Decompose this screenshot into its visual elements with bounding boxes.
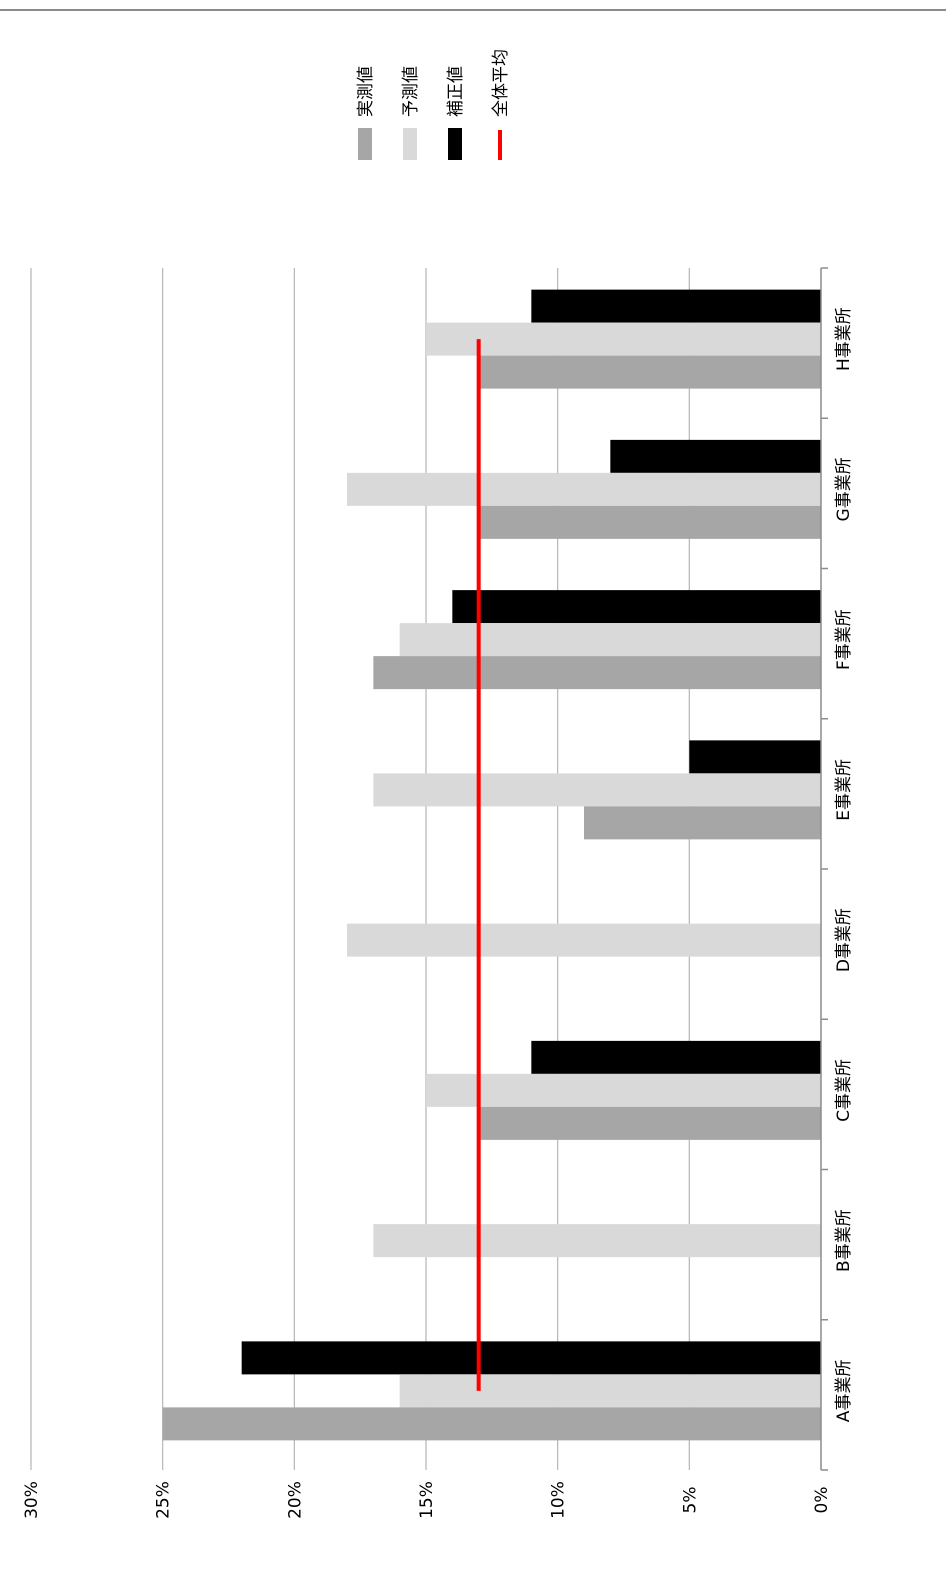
category-label-text: H事業所	[834, 307, 854, 371]
category-label-text: A事業所	[834, 1360, 854, 1423]
category-label-text: E事業所	[834, 759, 854, 821]
category-label-text: C事業所	[834, 1059, 854, 1122]
value-tick-label: 10%	[549, 1481, 569, 1519]
bar-補正値-G	[610, 439, 821, 473]
bar-予測値-C	[426, 1073, 821, 1107]
legend-swatch	[358, 128, 372, 160]
bar-補正値-C	[531, 1040, 821, 1074]
bar-予測値-F	[399, 623, 821, 657]
value-tick-text: 25%	[154, 1481, 174, 1519]
value-tick-label: 5%	[680, 1487, 700, 1514]
legend-label: 予測値	[401, 66, 421, 117]
bar-予測値-D	[347, 923, 821, 957]
value-tick-text: 30%	[22, 1481, 42, 1519]
bar-実測値-H	[478, 355, 821, 389]
value-tick-label: 15%	[417, 1481, 437, 1519]
category-label: B事業所	[834, 1209, 854, 1272]
bar-補正値-F	[452, 590, 821, 624]
bar-予測値-E	[373, 773, 821, 807]
value-tick-text: 10%	[549, 1481, 569, 1519]
legend-label-text: 予測値	[401, 66, 421, 117]
legend: 実測値 予測値 補正値 全体平均	[356, 49, 511, 160]
value-axis-labels: 0% 5% 10% 15% 20% 25% 30%	[22, 1481, 832, 1519]
category-label-text: F事業所	[834, 609, 854, 670]
legend-label: 実測値	[356, 66, 376, 117]
category-label-text: G事業所	[834, 457, 854, 521]
category-label: C事業所	[834, 1059, 854, 1122]
value-tick-label: 25%	[154, 1481, 174, 1519]
bar-予測値-A	[399, 1374, 821, 1408]
bar-予測値-H	[426, 322, 821, 356]
value-tick-text: 20%	[285, 1481, 305, 1519]
bar-補正値-H	[531, 289, 821, 323]
bar-予測値-B	[373, 1224, 821, 1258]
gridlines	[30, 268, 690, 1470]
bar-実測値-C	[478, 1106, 821, 1140]
category-axis: A事業所 B事業所 C事業所 D事業所 E事業所 F事業所 G事業所 H事業所	[820, 267, 854, 1471]
value-tick-text: 15%	[417, 1481, 437, 1519]
legend-label-text: 実測値	[356, 66, 376, 117]
category-label-text: D事業所	[834, 908, 854, 972]
value-tick-label: 0%	[812, 1487, 832, 1514]
value-tick-text: 0%	[812, 1487, 832, 1514]
value-tick-label: 30%	[22, 1481, 42, 1519]
category-label: E事業所	[834, 759, 854, 821]
bar-series	[162, 289, 821, 1441]
bar-実測値-G	[478, 505, 821, 539]
bar-実測値-E	[584, 806, 821, 840]
legend-label: 補正値	[446, 66, 466, 117]
category-label: H事業所	[834, 307, 854, 371]
category-label: F事業所	[834, 609, 854, 670]
value-tick-label: 20%	[285, 1481, 305, 1519]
bar-補正値-E	[689, 740, 821, 774]
bar-実測値-F	[373, 656, 821, 690]
bar-実測値-A	[162, 1407, 821, 1441]
legend-label-text: 補正値	[446, 66, 466, 117]
category-label: G事業所	[834, 457, 854, 521]
bar-予測値-G	[347, 472, 821, 506]
bar-補正値-A	[241, 1341, 821, 1375]
category-label: D事業所	[834, 908, 854, 972]
legend-label-text: 全体平均	[491, 49, 511, 117]
category-label-text: B事業所	[834, 1209, 854, 1272]
legend-swatch	[448, 128, 462, 160]
value-tick-text: 5%	[680, 1487, 700, 1514]
legend-label: 全体平均	[491, 49, 511, 117]
legend-swatch	[403, 128, 417, 160]
category-label: A事業所	[834, 1360, 854, 1423]
